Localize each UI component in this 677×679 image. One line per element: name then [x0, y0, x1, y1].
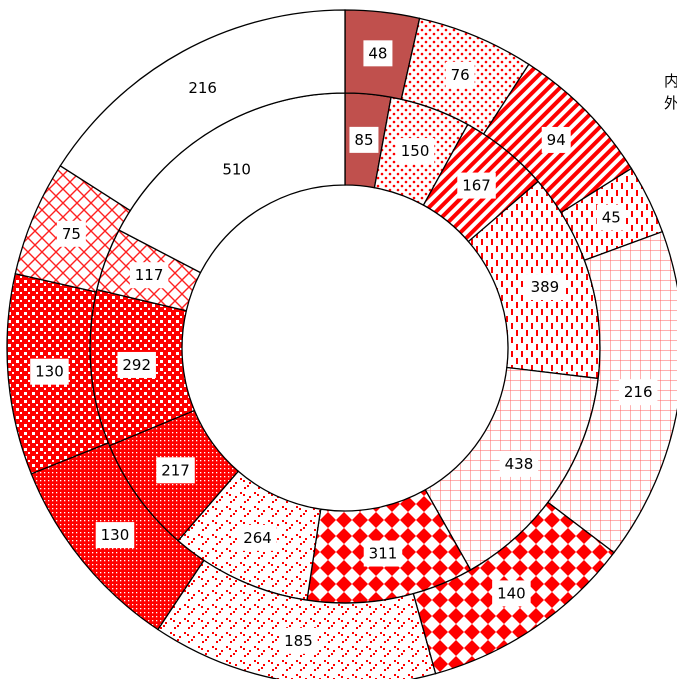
outer-data-label-5: 140	[497, 584, 526, 602]
inner-data-label-6: 264	[243, 529, 272, 547]
outer-data-label-10: 216	[188, 79, 217, 97]
outer-data-label-4: 216	[624, 383, 653, 401]
outer-data-label-2: 94	[547, 131, 566, 149]
outer-data-label-8: 130	[35, 363, 64, 381]
outer-data-label-0: 48	[368, 44, 387, 62]
outer-data-label-3: 45	[602, 209, 621, 227]
inner-label-bg-6	[238, 524, 277, 551]
inner-data-label-10: 510	[222, 160, 251, 178]
inner-label-bg-9	[129, 262, 169, 289]
outer-label-bg-6	[279, 627, 318, 654]
outer-data-label-9: 75	[62, 225, 81, 243]
inner-label-bg-0	[349, 126, 379, 153]
outer-label-bg-5	[492, 580, 531, 607]
outer-data-label-1: 76	[451, 66, 470, 84]
inner-ring	[89, 92, 601, 604]
inner-data-label-2: 167	[462, 177, 491, 195]
inner-data-label-3: 389	[531, 278, 560, 296]
outer-ring	[6, 9, 677, 679]
legend: 内 外	[664, 70, 677, 130]
outer-label-bg-4	[618, 379, 658, 406]
inner-data-label-5: 311	[369, 545, 398, 563]
inner-data-label-7: 217	[161, 461, 190, 479]
inner-label-bg-10	[217, 156, 256, 183]
inner-label-bg-7	[156, 457, 195, 484]
inner-data-label-9: 117	[135, 266, 164, 284]
legend-outer-label: 外	[664, 94, 677, 112]
outer-label-bg-7	[95, 522, 135, 549]
inner-label-bg-2	[457, 172, 496, 199]
outer-label-bg-2	[541, 126, 571, 153]
outer-slice-10	[59, 9, 346, 212]
inner-data-label-8: 292	[122, 356, 151, 374]
inner-data-label-1: 150	[401, 142, 430, 160]
inner-label-bg-4	[499, 450, 539, 477]
outer-data-label-6: 185	[284, 632, 313, 650]
outer-label-bg-3	[596, 204, 626, 231]
outer-label-bg-1	[445, 61, 475, 88]
inner-data-label-4: 438	[505, 455, 534, 473]
outer-label-bg-8	[30, 358, 69, 385]
inner-label-bg-8	[117, 351, 156, 378]
outer-label-bg-0	[363, 40, 393, 67]
outer-label-bg-10	[183, 74, 222, 101]
inner-data-label-0: 85	[354, 131, 373, 149]
inner-label-bg-1	[395, 138, 435, 165]
legend-inner-label: 内	[664, 72, 677, 90]
data-labels: 85 150 167 389 438 311 264 217 292 117 510 48 76 94 45…	[30, 40, 658, 654]
outer-data-label-7: 130	[101, 526, 130, 544]
outer-label-bg-9	[56, 220, 86, 247]
inner-label-bg-5	[363, 540, 403, 567]
inner-label-bg-3	[525, 274, 565, 301]
